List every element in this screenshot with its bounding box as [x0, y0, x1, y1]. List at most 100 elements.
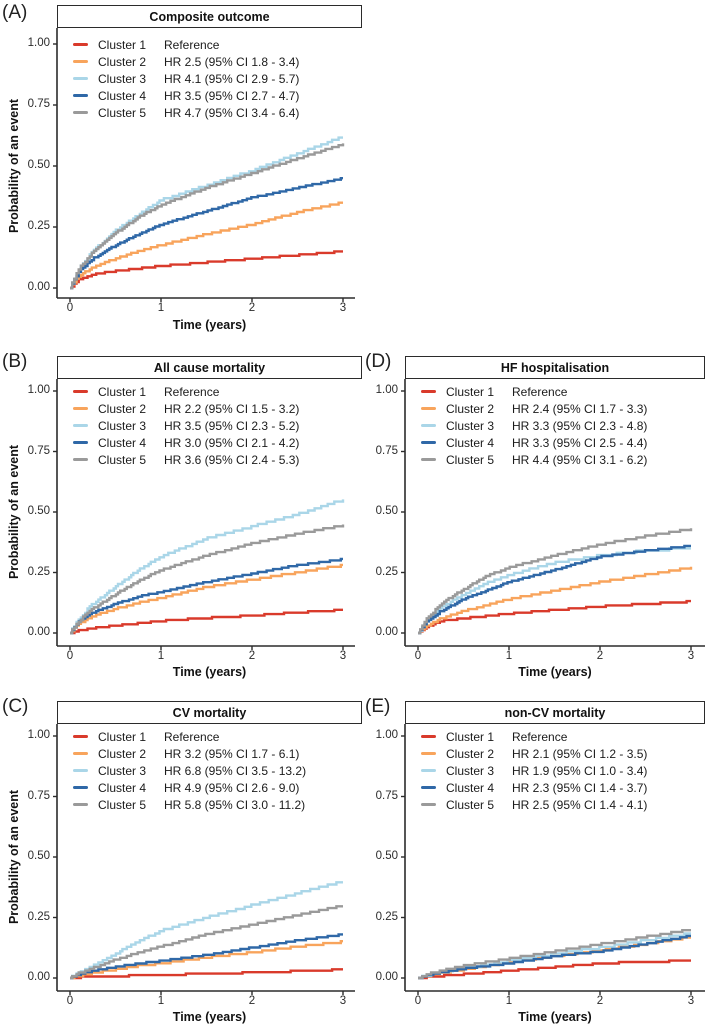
y-tick-label: 1.00 — [27, 37, 50, 49]
legend-hazard-ratio: HR 4.1 (95% CI 2.9 - 5.7) — [164, 71, 300, 86]
x-tick-label: 3 — [339, 995, 347, 1007]
curve-cluster-4 — [418, 544, 691, 635]
y-tick-label: 0.50 — [27, 850, 50, 862]
y-tick-label: 1.00 — [27, 729, 50, 741]
legend-row: Cluster 1 Reference — [421, 383, 647, 400]
panel-title: Composite outcome — [57, 5, 362, 28]
legend-row: Cluster 5 HR 4.4 (95% CI 3.1 - 6.2) — [421, 451, 647, 468]
legend-cluster-name: Cluster 4 — [446, 435, 495, 450]
x-axis-title: Time (years) — [518, 1010, 592, 1024]
y-tick-label: 1.00 — [375, 384, 398, 396]
legend-hazard-ratio: HR 4.4 (95% CI 3.1 - 6.2) — [512, 452, 648, 467]
legend-cluster-name: Cluster 1 — [446, 384, 495, 399]
legend-swatch-cluster4 — [421, 785, 436, 790]
legend-hazard-ratio: HR 3.2 (95% CI 1.7 - 6.1) — [164, 746, 300, 761]
curve-cluster-5 — [70, 905, 343, 980]
y-tick-label: 0.25 — [375, 910, 398, 923]
legend-row: Cluster 2 HR 2.4 (95% CI 1.7 - 3.3) — [421, 400, 647, 417]
curve-cluster-1 — [70, 250, 343, 290]
legend-swatch-cluster5 — [421, 802, 436, 807]
legend: Cluster 1 Reference Cluster 2 HR 2.2 (95% C… — [73, 383, 299, 468]
x-tick-label: 0 — [66, 302, 74, 314]
legend-hazard-ratio: HR 3.0 (95% CI 2.1 - 4.2) — [164, 435, 300, 450]
legend-cluster-name: Cluster 2 — [98, 54, 147, 69]
legend-cluster-name: Cluster 2 — [98, 746, 147, 761]
legend-cluster-name: Cluster 4 — [446, 780, 495, 795]
x-tick-label: 0 — [414, 650, 422, 662]
legend-hazard-ratio: HR 4.7 (95% CI 3.4 - 6.4) — [164, 105, 300, 120]
legend-row: Cluster 5 HR 4.7 (95% CI 3.4 - 6.4) — [73, 104, 299, 121]
legend-swatch-cluster5 — [421, 457, 436, 462]
legend-row: Cluster 1 Reference — [73, 383, 299, 400]
curve-cluster-3 — [70, 499, 345, 635]
legend-swatch-cluster3 — [73, 768, 88, 773]
legend-row: Cluster 3 HR 4.1 (95% CI 2.9 - 5.7) — [73, 70, 299, 87]
legend: Cluster 1 Reference Cluster 2 HR 2.1 (95% C… — [421, 728, 647, 813]
legend-hazard-ratio: HR 2.2 (95% CI 1.5 - 3.2) — [164, 401, 300, 416]
legend-swatch-cluster5 — [73, 110, 88, 115]
x-tick-label: 1 — [157, 302, 165, 314]
legend-hazard-ratio: HR 3.5 (95% CI 2.3 - 5.2) — [164, 418, 300, 433]
legend-hazard-ratio: Reference — [164, 384, 220, 399]
curve-cluster-1 — [70, 968, 343, 980]
panel-title: HF hospitalisation — [405, 356, 705, 379]
curve-cluster-4 — [70, 557, 343, 635]
y-tick-label: 0.25 — [27, 910, 50, 923]
panel-composite-outcome: (A) Composite outcome Probability of an … — [0, 0, 362, 340]
legend-swatch-cluster1 — [73, 42, 88, 47]
legend-row: Cluster 4 HR 3.3 (95% CI 2.5 - 4.4) — [421, 434, 647, 451]
panel-letter: (B) — [2, 351, 28, 372]
legend-row: Cluster 1 Reference — [421, 728, 647, 745]
x-tick-label: 2 — [248, 302, 256, 314]
legend-cluster-name: Cluster 3 — [98, 71, 147, 86]
curve-cluster-2 — [70, 940, 343, 980]
legend-cluster-name: Cluster 1 — [98, 384, 147, 399]
curve-cluster-5 — [418, 528, 693, 635]
curve-cluster-2 — [418, 566, 693, 635]
x-tick-label: 1 — [505, 995, 513, 1007]
x-tick-label: 3 — [339, 302, 347, 314]
legend-cluster-name: Cluster 4 — [98, 88, 147, 103]
legend-row: Cluster 2 HR 2.5 (95% CI 1.8 - 3.4) — [73, 53, 299, 70]
legend-row: Cluster 5 HR 3.6 (95% CI 2.4 - 5.3) — [73, 451, 299, 468]
curve-cluster-5 — [418, 929, 691, 980]
legend-swatch-cluster4 — [73, 93, 88, 98]
legend-cluster-name: Cluster 3 — [98, 418, 147, 433]
legend: Cluster 1 Reference Cluster 2 HR 2.4 (95% C… — [421, 383, 647, 468]
legend-hazard-ratio: Reference — [164, 37, 220, 52]
x-tick-label: 1 — [505, 650, 513, 662]
legend-swatch-cluster3 — [421, 768, 436, 773]
legend-swatch-cluster4 — [73, 785, 88, 790]
legend-row: Cluster 4 HR 3.0 (95% CI 2.1 - 4.2) — [73, 434, 299, 451]
legend-hazard-ratio: Reference — [164, 729, 220, 744]
legend-hazard-ratio: HR 2.1 (95% CI 1.2 - 3.5) — [512, 746, 648, 761]
y-tick-label: 0.00 — [27, 626, 50, 638]
legend-hazard-ratio: HR 3.6 (95% CI 2.4 - 5.3) — [164, 452, 300, 467]
y-tick-label: 0.50 — [27, 505, 50, 517]
legend-cluster-name: Cluster 1 — [98, 37, 147, 52]
legend-swatch-cluster2 — [421, 751, 436, 756]
panel-title: All cause mortality — [57, 356, 362, 379]
y-tick-label: 0.00 — [27, 281, 50, 293]
legend-row: Cluster 1 Reference — [73, 36, 299, 53]
legend-row: Cluster 3 HR 6.8 (95% CI 3.5 - 13.2) — [73, 762, 306, 779]
legend-hazard-ratio: Reference — [512, 729, 568, 744]
curve-cluster-2 — [70, 201, 343, 290]
legend-hazard-ratio: HR 6.8 (95% CI 3.5 - 13.2) — [164, 763, 307, 778]
panel-title: CV mortality — [57, 701, 362, 724]
curve-cluster-4 — [70, 177, 343, 290]
x-tick-label: 3 — [687, 995, 695, 1007]
legend-cluster-name: Cluster 5 — [98, 105, 147, 120]
plot-area — [401, 724, 705, 995]
legend-hazard-ratio: HR 4.9 (95% CI 2.6 - 9.0) — [164, 780, 300, 795]
y-tick-label: 0.00 — [375, 971, 398, 983]
legend-hazard-ratio: HR 3.3 (95% CI 2.5 - 4.4) — [512, 435, 648, 450]
legend-row: Cluster 2 HR 3.2 (95% CI 1.7 - 6.1) — [73, 745, 306, 762]
legend-hazard-ratio: HR 3.3 (95% CI 2.3 - 4.8) — [512, 418, 648, 433]
legend-cluster-name: Cluster 5 — [98, 797, 147, 812]
panel-title: non-CV mortality — [405, 701, 705, 724]
legend-hazard-ratio: HR 2.5 (95% CI 1.4 - 4.1) — [512, 797, 648, 812]
curve-cluster-1 — [418, 959, 691, 980]
y-tick-label: 0.75 — [27, 789, 50, 802]
legend-hazard-ratio: HR 2.3 (95% CI 1.4 - 3.7) — [512, 780, 648, 795]
